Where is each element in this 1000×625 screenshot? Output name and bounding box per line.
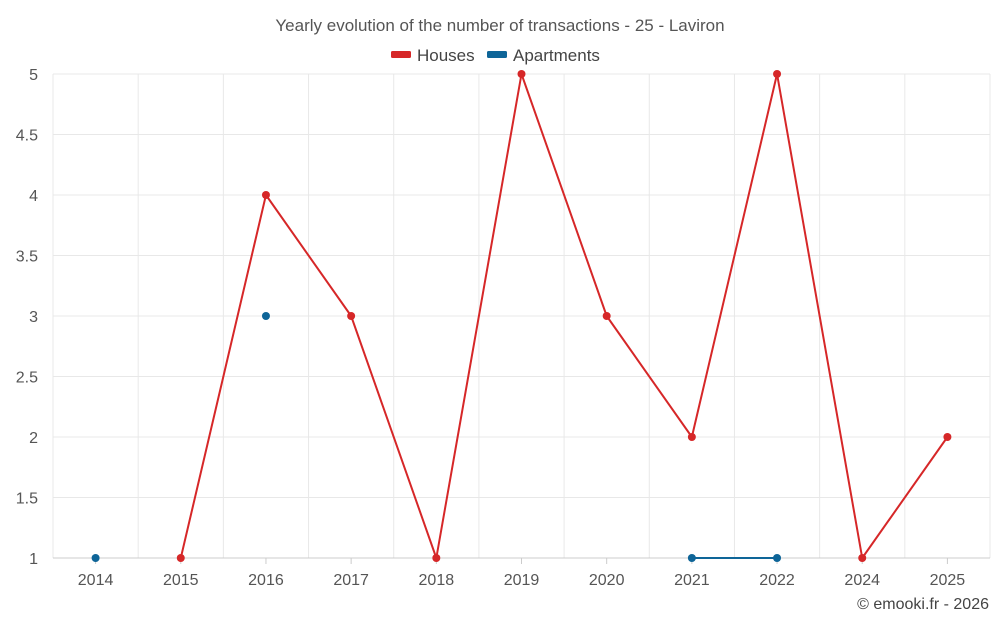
- grid: [52, 73, 991, 559]
- series-line-houses: [264, 194, 353, 317]
- y-tick-label: 2.5: [16, 370, 38, 387]
- x-tick-label: 2019: [504, 572, 540, 589]
- series-line-houses: [861, 436, 949, 559]
- series-houses: [176, 70, 952, 562]
- x-tick-label: 2015: [163, 572, 199, 589]
- x-tick-label: 2025: [930, 572, 966, 589]
- x-tick-label: 2016: [248, 572, 284, 589]
- y-tick-label: 2: [29, 430, 38, 447]
- data-point-houses-2017[interactable]: [347, 312, 356, 320]
- y-tick-label: 5: [29, 67, 38, 84]
- data-point-houses-2019[interactable]: [517, 70, 526, 78]
- data-point-apartments-2022[interactable]: [773, 554, 782, 562]
- series-line-houses: [690, 73, 779, 438]
- legend-swatch-apartments: [487, 51, 507, 58]
- series: [91, 70, 952, 562]
- data-point-houses-2018[interactable]: [432, 554, 441, 562]
- series-line-houses: [350, 315, 438, 559]
- legend-swatch-houses: [391, 51, 411, 58]
- series-line-houses: [520, 73, 608, 317]
- legend-item-apartments[interactable]: Apartments: [487, 46, 600, 65]
- chart-title: Yearly evolution of the number of transa…: [275, 16, 724, 35]
- data-point-houses-2020[interactable]: [602, 312, 611, 320]
- data-point-houses-2024[interactable]: [858, 554, 867, 562]
- y-tick-label: 1.5: [16, 491, 38, 508]
- y-tick-label: 3: [29, 309, 38, 326]
- data-point-houses-2022[interactable]: [773, 70, 782, 78]
- x-tick-label: 2014: [78, 572, 114, 589]
- credit-text: © emooki.fr - 2026: [857, 596, 989, 613]
- series-line-houses: [435, 73, 523, 559]
- x-tick-label: 2017: [333, 572, 369, 589]
- data-point-houses-2016[interactable]: [261, 191, 270, 199]
- y-tick-label: 3.5: [16, 249, 38, 266]
- data-point-houses-2021[interactable]: [687, 433, 696, 441]
- x-tick-label: 2022: [759, 572, 795, 589]
- legend-label-houses: Houses: [417, 46, 475, 65]
- legend-item-houses[interactable]: Houses: [391, 46, 475, 65]
- y-tick-label: 4: [29, 188, 38, 205]
- legend-label-apartments: Apartments: [513, 46, 600, 65]
- data-point-apartments-2021[interactable]: [687, 554, 696, 562]
- x-tick-label: 2021: [674, 572, 710, 589]
- x-tick-label: 2018: [419, 572, 455, 589]
- data-point-houses-2025[interactable]: [943, 433, 952, 441]
- x-tick-label: 2024: [844, 572, 880, 589]
- legend: Houses Apartments: [391, 46, 600, 65]
- series-line-houses: [776, 73, 864, 559]
- series-line-houses: [179, 194, 267, 559]
- x-tick-label: 2020: [589, 572, 625, 589]
- y-axis-ticks: 1 1.5 2 2.5 3 3.5 4 4.5 5: [16, 67, 38, 568]
- series-line-houses: [605, 315, 693, 438]
- data-point-apartments-2014[interactable]: [91, 554, 100, 562]
- data-point-houses-2015[interactable]: [176, 554, 185, 562]
- y-tick-label: 4.5: [16, 128, 38, 145]
- data-point-apartments-2016[interactable]: [261, 312, 270, 320]
- x-axis-ticks: 2014 2015 2016 2017 2018 2019 2020 2021 2022 2024…: [78, 558, 966, 589]
- series-apartments: [91, 312, 782, 562]
- y-tick-label: 1: [29, 551, 38, 568]
